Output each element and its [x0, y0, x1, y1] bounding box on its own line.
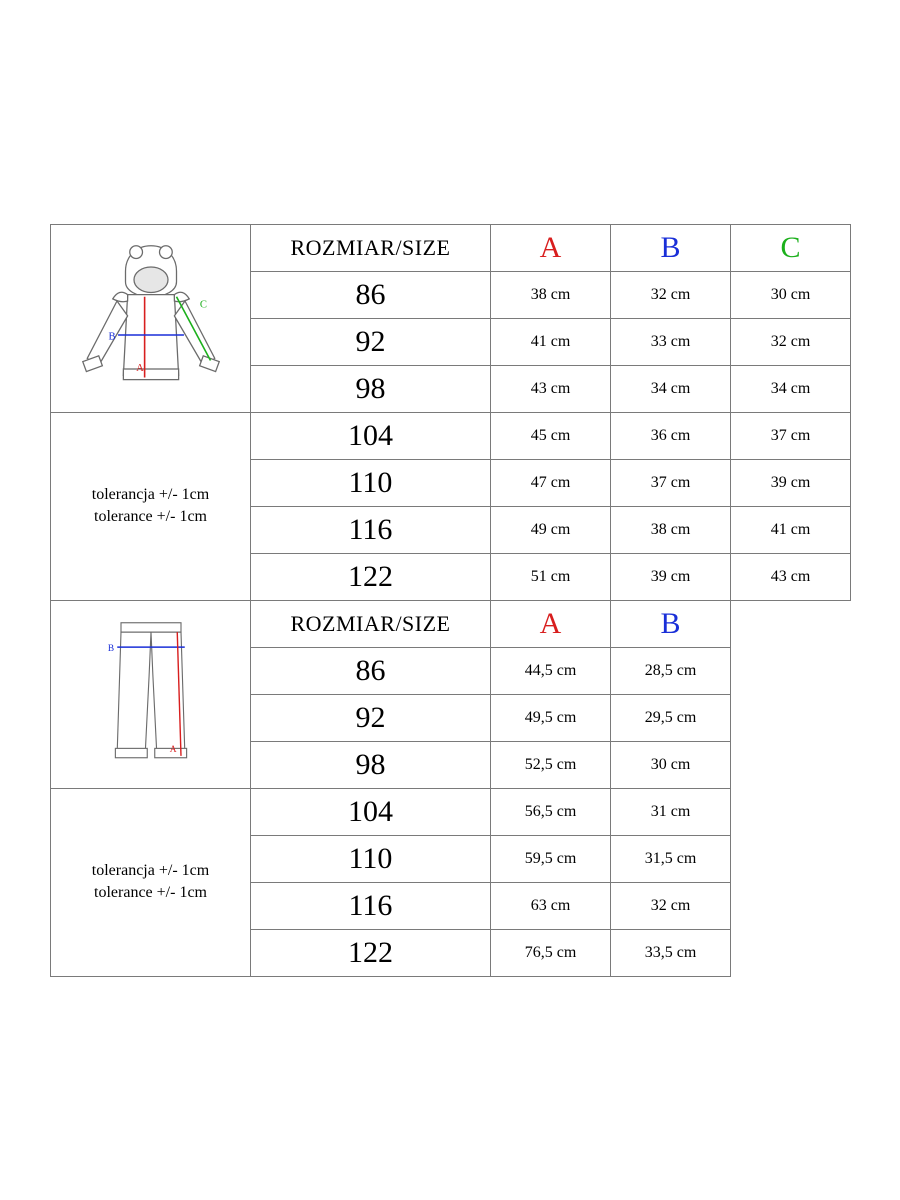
hoodie-sketch-icon: A B C: [66, 233, 236, 403]
hoodie-size: 122: [251, 553, 491, 600]
hoodie-A: 41 cm: [491, 318, 611, 365]
tolerance-pl: tolerancja +/- 1cm: [59, 860, 242, 882]
size-chart-page: A B C ROZMIAR/SIZE A B C 86 38 cm 32 cm …: [50, 224, 850, 977]
pants-A: 59,5 cm: [491, 835, 611, 882]
pants-size: 86: [251, 647, 491, 694]
hoodie-header-C: C: [731, 224, 851, 271]
pants-B: 33,5 cm: [611, 929, 731, 976]
pants-A: 76,5 cm: [491, 929, 611, 976]
pants-header-size: ROZMIAR/SIZE: [251, 600, 491, 647]
pants-size: 116: [251, 882, 491, 929]
tolerance-pl: tolerancja +/- 1cm: [59, 484, 242, 506]
hoodie-B: 33 cm: [611, 318, 731, 365]
hoodie-size: 104: [251, 412, 491, 459]
pants-header-B: B: [611, 600, 731, 647]
hoodie-B: 32 cm: [611, 271, 731, 318]
tolerance-en: tolerance +/- 1cm: [59, 506, 242, 528]
hoodie-A: 49 cm: [491, 506, 611, 553]
table-header-row: B A ROZMIAR/SIZE A B: [51, 600, 731, 647]
pants-guide-A-label: A: [169, 745, 176, 755]
pants-A: 49,5 cm: [491, 694, 611, 741]
table-row: tolerancja +/- 1cm tolerance +/- 1cm 104…: [51, 412, 851, 459]
pants-B: 29,5 cm: [611, 694, 731, 741]
hoodie-C: 32 cm: [731, 318, 851, 365]
hoodie-sketch-cell: A B C: [51, 224, 251, 412]
hoodie-B: 34 cm: [611, 365, 731, 412]
hoodie-A: 38 cm: [491, 271, 611, 318]
pants-A: 52,5 cm: [491, 741, 611, 788]
pants-B: 31 cm: [611, 788, 731, 835]
hoodie-A: 47 cm: [491, 459, 611, 506]
pants-A: 44,5 cm: [491, 647, 611, 694]
hoodie-B: 37 cm: [611, 459, 731, 506]
hoodie-B: 39 cm: [611, 553, 731, 600]
pants-size: 104: [251, 788, 491, 835]
pants-B: 28,5 cm: [611, 647, 731, 694]
hoodie-A: 43 cm: [491, 365, 611, 412]
hoodie-C: 41 cm: [731, 506, 851, 553]
tolerance-en: tolerance +/- 1cm: [59, 882, 242, 904]
pants-guide-B-label: B: [107, 644, 113, 654]
pants-size: 92: [251, 694, 491, 741]
hoodie-size: 98: [251, 365, 491, 412]
hoodie-guide-B-label: B: [108, 331, 115, 342]
hoodie-B: 38 cm: [611, 506, 731, 553]
hoodie-size: 116: [251, 506, 491, 553]
hoodie-C: 34 cm: [731, 365, 851, 412]
hoodie-B: 36 cm: [611, 412, 731, 459]
pants-sketch-cell: B A: [51, 600, 251, 788]
pants-B: 31,5 cm: [611, 835, 731, 882]
hoodie-tolerance-cell: tolerancja +/- 1cm tolerance +/- 1cm: [51, 412, 251, 600]
hoodie-A: 51 cm: [491, 553, 611, 600]
hoodie-header-A: A: [491, 224, 611, 271]
table-row: tolerancja +/- 1cm tolerance +/- 1cm 104…: [51, 788, 731, 835]
pants-B: 32 cm: [611, 882, 731, 929]
pants-size: 98: [251, 741, 491, 788]
pants-sketch-icon: B A: [76, 609, 226, 779]
table-header-row: A B C ROZMIAR/SIZE A B C: [51, 224, 851, 271]
hoodie-size: 86: [251, 271, 491, 318]
hoodie-C: 30 cm: [731, 271, 851, 318]
hoodie-C: 43 cm: [731, 553, 851, 600]
hoodie-C: 39 cm: [731, 459, 851, 506]
pants-size: 110: [251, 835, 491, 882]
pants-size-table: B A ROZMIAR/SIZE A B 86 44,5 cm 28,5 cm …: [50, 600, 731, 977]
hoodie-header-size: ROZMIAR/SIZE: [251, 224, 491, 271]
pants-size: 122: [251, 929, 491, 976]
pants-A: 56,5 cm: [491, 788, 611, 835]
hoodie-A: 45 cm: [491, 412, 611, 459]
pants-A: 63 cm: [491, 882, 611, 929]
hoodie-size-table: A B C ROZMIAR/SIZE A B C 86 38 cm 32 cm …: [50, 224, 851, 601]
pants-B: 30 cm: [611, 741, 731, 788]
pants-header-A: A: [491, 600, 611, 647]
hoodie-C: 37 cm: [731, 412, 851, 459]
hoodie-header-B: B: [611, 224, 731, 271]
hoodie-guide-C-label: C: [199, 299, 206, 310]
hoodie-size: 92: [251, 318, 491, 365]
pants-tolerance-cell: tolerancja +/- 1cm tolerance +/- 1cm: [51, 788, 251, 976]
hoodie-size: 110: [251, 459, 491, 506]
hoodie-guide-A-label: A: [136, 363, 144, 374]
